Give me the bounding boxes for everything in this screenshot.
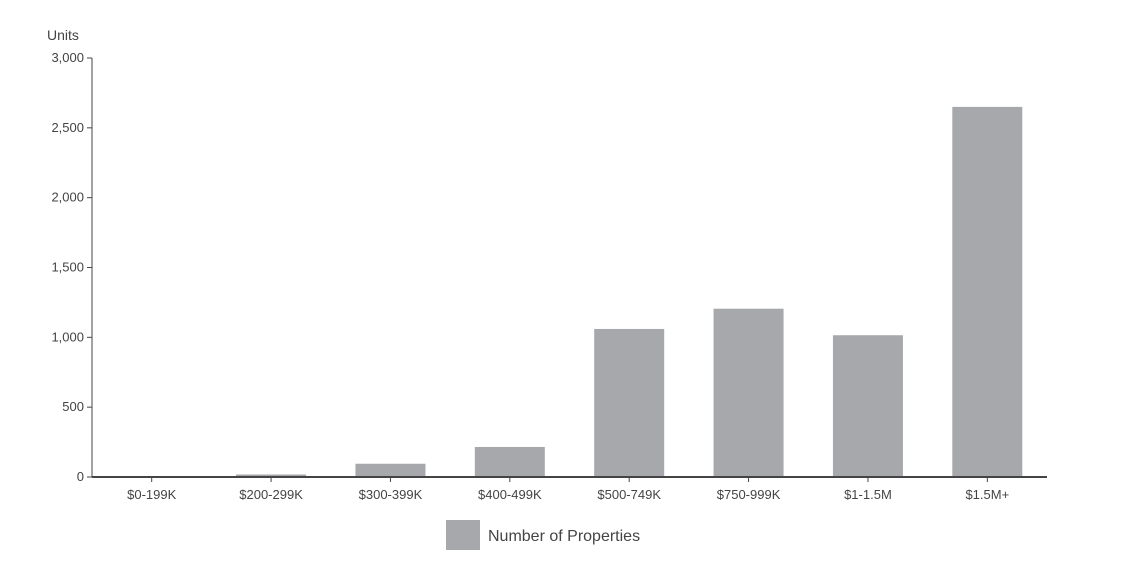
bar [355, 463, 426, 477]
x-tick-label: $300-399K [359, 487, 423, 502]
legend-label: Number of Properties [488, 528, 640, 545]
y-tick-label: 0 [77, 469, 84, 484]
x-tick-label: $750-999K [717, 487, 781, 502]
x-tick-label: $1.5M+ [965, 487, 1009, 502]
bars [116, 106, 1023, 477]
y-tick-label: 1,000 [51, 329, 84, 344]
bar [236, 474, 307, 477]
bar [832, 335, 903, 477]
bar [952, 106, 1023, 477]
x-tick-label: $400-499K [478, 487, 542, 502]
x-tick-label: $500-749K [597, 487, 661, 502]
x-tick-label: $1-1.5M [844, 487, 892, 502]
y-tick-label: 2,000 [51, 190, 84, 205]
bar [594, 328, 665, 477]
y-axis: 0 500 1,000 1,500 2,000 2,500 3,000 [51, 50, 93, 484]
legend-swatch [446, 520, 480, 550]
bar [713, 308, 784, 477]
y-tick-label: 2,500 [51, 120, 84, 135]
y-tick-label: 500 [62, 399, 84, 414]
x-tick-label: $200-299K [239, 487, 303, 502]
bar [474, 446, 545, 477]
legend: Number of Properties [446, 520, 640, 550]
y-tick-label: 1,500 [51, 260, 84, 275]
y-tick-label: 3,000 [51, 50, 84, 65]
x-axis: $0-199K $200-299K $300-399K $400-499K $500-7… [92, 476, 1047, 502]
x-tick-label: $0-199K [127, 487, 176, 502]
y-axis-label: Units [47, 27, 79, 43]
